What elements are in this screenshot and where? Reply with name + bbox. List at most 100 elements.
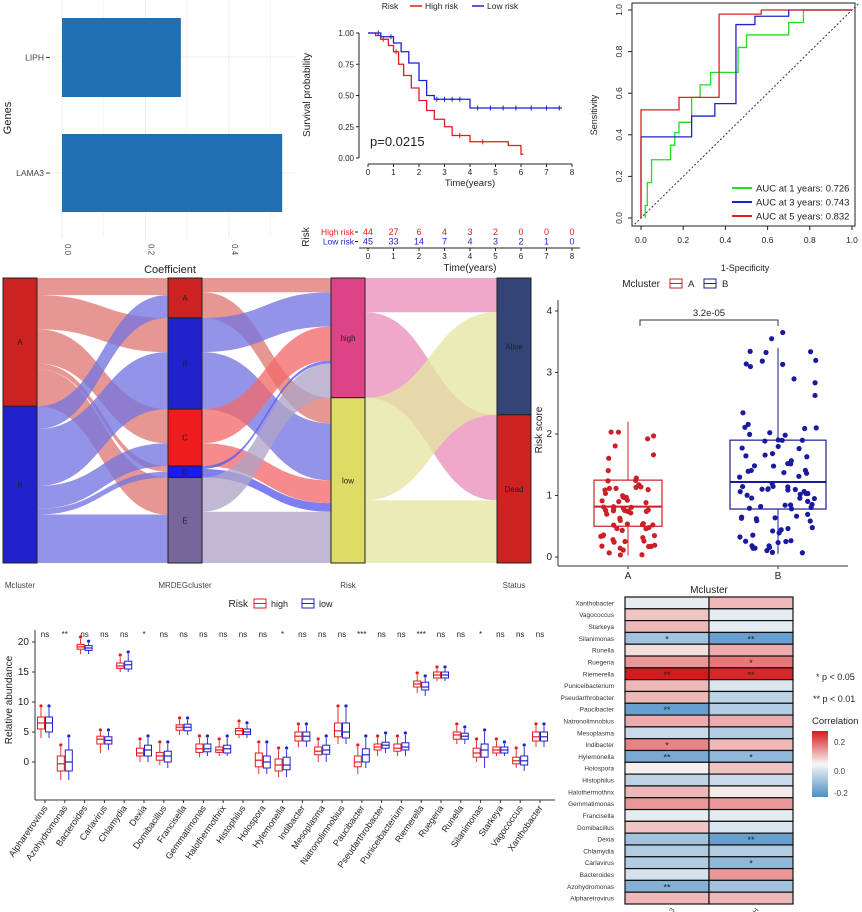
sankey-flow [37,278,168,296]
x-tick-label: 2 [417,252,422,261]
legend-title: Mcluster [622,279,660,290]
risk-table-count: 45 [363,237,373,247]
outlier-point [376,734,380,738]
data-point [749,495,755,501]
significance-label: *** [357,630,366,639]
outlier-point [265,740,269,744]
outlier-point [186,716,190,720]
significance-label: ns [219,630,227,639]
heatmap-cell [708,679,794,693]
sankey-node-mrdegcluster-b [167,317,203,410]
heatmap-cell [708,620,794,634]
node-label: A [17,338,23,347]
significance-label: * [281,630,284,639]
sankey-node-mrdegcluster-e [167,477,203,564]
row-label: Vagococcus [579,612,615,619]
data-point [754,518,760,524]
plot-frame [631,2,856,227]
x-tick-label: 1 [391,252,396,261]
row-label: Francisella [583,813,615,820]
outlier-point [443,665,447,669]
outlier-point [277,746,281,750]
outlier-point [384,731,388,735]
outlier-point [475,737,479,741]
outlier-point [138,737,142,741]
data-point [605,478,611,484]
sankey-flow [37,295,168,353]
data-point [604,511,610,517]
survival-curve-low-risk [368,32,562,109]
data-point [615,429,622,435]
data-point [620,505,626,511]
outlier-point [534,722,538,726]
significance-bracket [639,319,779,326]
data-point [599,543,605,549]
y-tick-label: 0.00 [338,154,354,163]
row-label: Indibacter [585,742,614,749]
data-point [780,361,786,367]
legend-label: A [688,279,695,290]
box-low [45,716,53,733]
data-point [763,349,769,356]
heatmap-cell [624,726,710,740]
row-label: Mesoplasma [577,730,614,737]
data-point [780,329,786,336]
heatmap-cell [624,820,710,834]
significance-star: ** [747,634,755,644]
sankey-flow [202,326,331,444]
significance-star: ** [663,752,671,762]
outlier-point [146,734,150,738]
row-label: Dexia [597,837,614,844]
box-low [401,742,410,751]
y-tick-label: 1.00 [338,29,354,38]
risk-table-count: 0 [569,237,574,247]
heatmap-cell [624,655,710,669]
y-tick-label: 0.8 [614,45,624,57]
y-tick-label: 0.0 [614,212,624,224]
node-label: D [182,468,188,477]
heatmap-cell [624,808,710,822]
x-tick-label: 8 [570,168,575,177]
censor-mark [393,49,399,55]
p-value: p=0.0215 [370,134,425,149]
row-label: Halothermothrix [568,789,615,796]
x-tick-label: B [775,571,782,582]
x-axis-title: 1-Specificity [721,263,770,273]
sankey-flow [365,278,497,313]
risk-table-count: 33 [388,237,398,247]
data-point [796,473,802,479]
row-label: Hylemonella [578,754,614,761]
axis-label: MRDEGcluster [158,581,212,590]
significance-star: * [749,859,753,869]
censor-mark [500,105,506,111]
box-low [203,743,212,753]
censor-mark [544,105,549,111]
significance-star: * [749,658,753,668]
data-point [617,552,623,558]
box-high [136,747,144,757]
significance-label: ns [318,630,326,639]
sankey-flow [202,278,331,293]
data-point [608,429,614,435]
sankey-flow [37,514,168,563]
risk-table-count: 3 [493,237,498,247]
data-point [617,545,623,551]
row-label: Starkeya [588,624,614,631]
significance-label: *** [417,630,426,639]
data-point [599,498,605,504]
data-point [758,503,764,510]
column-label: LAMA3 [658,907,677,912]
data-point [740,483,746,490]
outlier-point [304,722,308,726]
data-point [601,504,607,510]
y-axis-title: Relative abundance [4,655,15,744]
axis-label: Risk [340,581,357,590]
censor-mark [388,34,394,40]
column-label: LIPH [746,907,761,912]
heatmap-cell [708,820,794,834]
data-point [739,445,745,451]
heatmap-cell [624,856,710,870]
data-point [643,500,649,506]
data-point [744,492,750,498]
legend-title: Risk [229,599,249,610]
